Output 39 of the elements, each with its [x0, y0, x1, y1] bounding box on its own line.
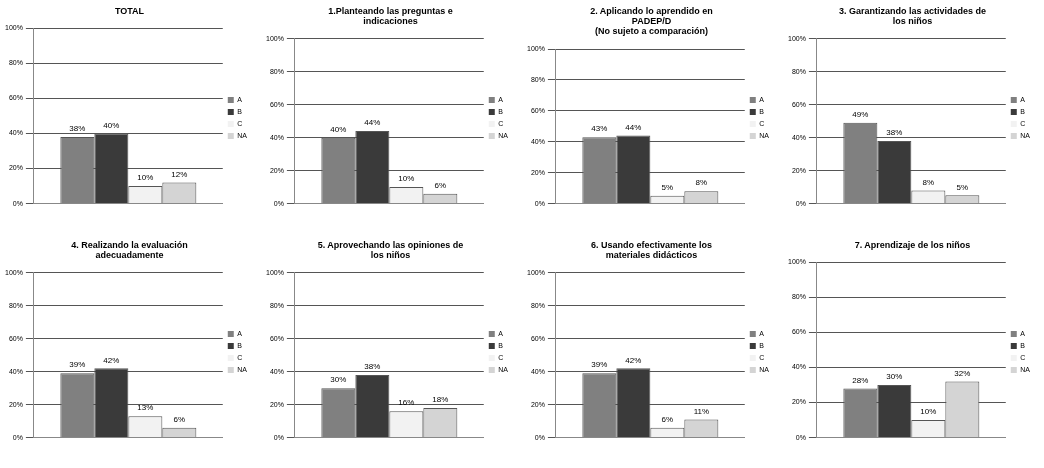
- data-label: 42%: [103, 355, 120, 365]
- chart-title: 1.Planteando las preguntas e indicaciones: [328, 5, 453, 27]
- data-label: 39%: [591, 360, 608, 370]
- data-label: 44%: [625, 122, 642, 132]
- data-label: 10%: [398, 174, 415, 184]
- data-label: 5%: [661, 183, 674, 193]
- data-label: 30%: [886, 372, 903, 382]
- chart-title: 5. Aprovechando las opiniones de los niños: [317, 239, 464, 261]
- data-label: 40%: [103, 120, 120, 130]
- data-label: 38%: [886, 128, 903, 138]
- data-label: 39%: [69, 360, 86, 370]
- data-label: 38%: [364, 362, 381, 372]
- data-label: 6%: [661, 414, 674, 424]
- data-label: 28%: [852, 375, 869, 385]
- data-label: 38%: [69, 124, 86, 134]
- data-label: 40%: [330, 124, 347, 134]
- data-label: 44%: [364, 118, 381, 128]
- chart-title: TOTAL: [114, 5, 145, 16]
- data-label: 42%: [625, 355, 642, 365]
- data-label: 6%: [173, 414, 186, 424]
- data-label: 18%: [432, 395, 449, 405]
- data-label: 30%: [330, 375, 347, 385]
- data-label: 8%: [922, 177, 935, 187]
- data-label: 10%: [137, 173, 154, 183]
- data-label: 5%: [956, 182, 969, 192]
- chart-title: 7. Aprendizaje de los niños: [854, 239, 971, 250]
- data-label: 11%: [693, 406, 710, 416]
- data-label: 12%: [171, 169, 188, 179]
- chart-title: 2. Aplicando lo aprendido en PADEP/D (No sujeto a comparación): [590, 5, 713, 37]
- data-label: 13%: [137, 403, 154, 413]
- data-label: 32%: [954, 368, 971, 378]
- data-label: 10%: [920, 407, 937, 417]
- chart-title: 3. Garantizando las actividades de los niños: [838, 5, 987, 27]
- data-label: 43%: [591, 124, 608, 134]
- data-label: 8%: [695, 178, 708, 188]
- chart-title: 6. Usando efectivamente los materiales didácticos: [590, 239, 713, 261]
- data-label: 49%: [852, 110, 869, 119]
- data-label: 6%: [434, 180, 447, 190]
- chart-title: 4. Realizando la evaluación adecuadamente: [71, 239, 188, 261]
